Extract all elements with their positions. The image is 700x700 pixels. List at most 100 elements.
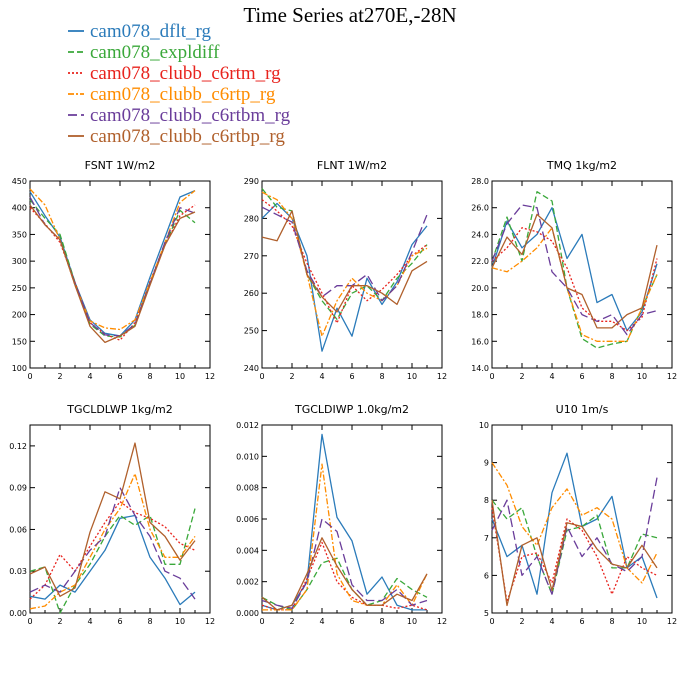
plot-frame: [29, 180, 211, 369]
y-tick-label: 18.0: [471, 311, 489, 320]
y-tick-label: 6: [484, 571, 489, 580]
y-tick-label: 260: [244, 289, 259, 298]
x-tick-label: 2: [289, 372, 294, 381]
series-line: [261, 541, 428, 611]
chart-panel: FLNT 1W/m2 0 2 4 6 8 10 12 240 250 260 270 280 290: [244, 159, 447, 381]
y-tick-label: 240: [244, 364, 259, 373]
x-tick-label: 6: [579, 372, 584, 381]
x-tick-label: 0: [489, 372, 494, 381]
y-tick-label: 300: [12, 257, 27, 266]
y-tick-label: 24.0: [471, 230, 489, 239]
legend: cam078_dflt_rgcam078_expldiffcam078_club…: [68, 21, 291, 147]
x-tick-label: 8: [609, 617, 614, 626]
series-line: [261, 537, 428, 611]
x-tick-label: 2: [57, 372, 62, 381]
x-tick-label: 0: [27, 617, 32, 626]
chart-panel: TGCLDIWP 1.0kg/m2 0 2 4 6 8 10 12 0.000 0.002 0.00…: [236, 403, 447, 626]
x-tick-label: 6: [349, 372, 354, 381]
series-line: [491, 227, 658, 342]
series-line: [29, 514, 196, 606]
x-tick-label: 0: [259, 617, 264, 626]
series-line: [491, 204, 658, 336]
x-tick-label: 12: [437, 372, 447, 381]
y-tick-label: 0.09: [9, 484, 27, 493]
x-tick-label: 4: [549, 617, 554, 626]
y-tick-label: 0.002: [236, 578, 259, 587]
series-line: [262, 463, 428, 611]
y-tick-label: 350: [12, 230, 27, 239]
x-tick-label: 6: [117, 617, 122, 626]
y-tick-label: 0.004: [236, 546, 259, 555]
series-line: [261, 518, 428, 609]
series-line: [491, 462, 658, 584]
y-tick-label: 100: [12, 364, 27, 373]
series-line: [491, 452, 658, 599]
x-tick-label: 4: [87, 372, 92, 381]
x-tick-label: 4: [549, 372, 554, 381]
series-line: [29, 204, 196, 344]
legend-label: cam078_expldiff: [90, 42, 220, 63]
panel-title: U10 1m/s: [556, 403, 609, 416]
y-tick-label: 270: [244, 252, 259, 261]
legend-label: cam078_clubb_c6rtp_rg: [90, 84, 276, 105]
series-line: [29, 190, 196, 337]
x-tick-label: 12: [667, 617, 677, 626]
y-tick-label: 450: [12, 177, 27, 186]
x-tick-label: 10: [175, 617, 185, 626]
series-line: [491, 477, 658, 595]
y-tick-label: 0.03: [9, 567, 27, 576]
y-tick-label: 22.0: [471, 257, 489, 266]
x-tick-label: 8: [379, 372, 384, 381]
series-line: [29, 500, 196, 600]
x-tick-label: 2: [57, 617, 62, 626]
series-line: [491, 227, 658, 332]
y-tick-label: 10: [479, 421, 489, 430]
series-line: [491, 191, 658, 349]
panel-title: TGCLDLWP 1kg/m2: [66, 403, 172, 416]
y-tick-label: 0.12: [9, 442, 27, 451]
series-line: [29, 204, 196, 341]
y-tick-label: 14.0: [471, 364, 489, 373]
x-tick-label: 10: [407, 617, 417, 626]
x-tick-label: 12: [205, 617, 215, 626]
series-line: [491, 213, 658, 329]
y-tick-label: 8: [484, 496, 489, 505]
y-tick-label: 0.00: [9, 609, 27, 618]
y-tick-label: 0.010: [236, 452, 259, 461]
x-tick-label: 4: [319, 617, 324, 626]
x-tick-label: 8: [147, 617, 152, 626]
x-tick-label: 10: [407, 372, 417, 381]
series-line: [491, 500, 658, 607]
y-tick-label: 0.06: [9, 525, 27, 534]
y-tick-label: 0.000: [236, 609, 259, 618]
panel-title: TGCLDIWP 1.0kg/m2: [294, 403, 409, 416]
series-line: [29, 188, 196, 331]
x-tick-label: 10: [175, 372, 185, 381]
y-tick-label: 200: [12, 311, 27, 320]
series-line: [261, 206, 428, 302]
series-line: [29, 196, 196, 337]
figure-title: Time Series at270E,-28N: [243, 3, 456, 27]
x-tick-label: 4: [319, 372, 324, 381]
x-tick-label: 6: [117, 372, 122, 381]
y-tick-label: 16.0: [471, 337, 489, 346]
x-tick-label: 6: [579, 617, 584, 626]
y-tick-label: 250: [244, 327, 259, 336]
x-tick-label: 12: [437, 617, 447, 626]
series-line: [29, 442, 196, 597]
x-tick-label: 0: [27, 372, 32, 381]
series-line: [261, 188, 428, 321]
y-tick-label: 9: [484, 459, 489, 468]
y-tick-label: 150: [12, 337, 27, 346]
x-tick-label: 0: [259, 372, 264, 381]
legend-label: cam078_clubb_c6rtm_rg: [90, 63, 281, 84]
series-line: [29, 508, 196, 614]
series-line: [491, 499, 658, 595]
y-tick-label: 280: [244, 214, 259, 223]
series-line: [29, 473, 196, 610]
y-tick-label: 26.0: [471, 204, 489, 213]
chart-panel: U10 1m/s 0 2 4 6 8 10 12 5 6 7 8 9 10: [479, 403, 677, 626]
chart-panels: FSNT 1W/m20 2 4 6 8 10 12100150200250300350400…: [9, 159, 677, 626]
y-tick-label: 7: [484, 534, 489, 543]
